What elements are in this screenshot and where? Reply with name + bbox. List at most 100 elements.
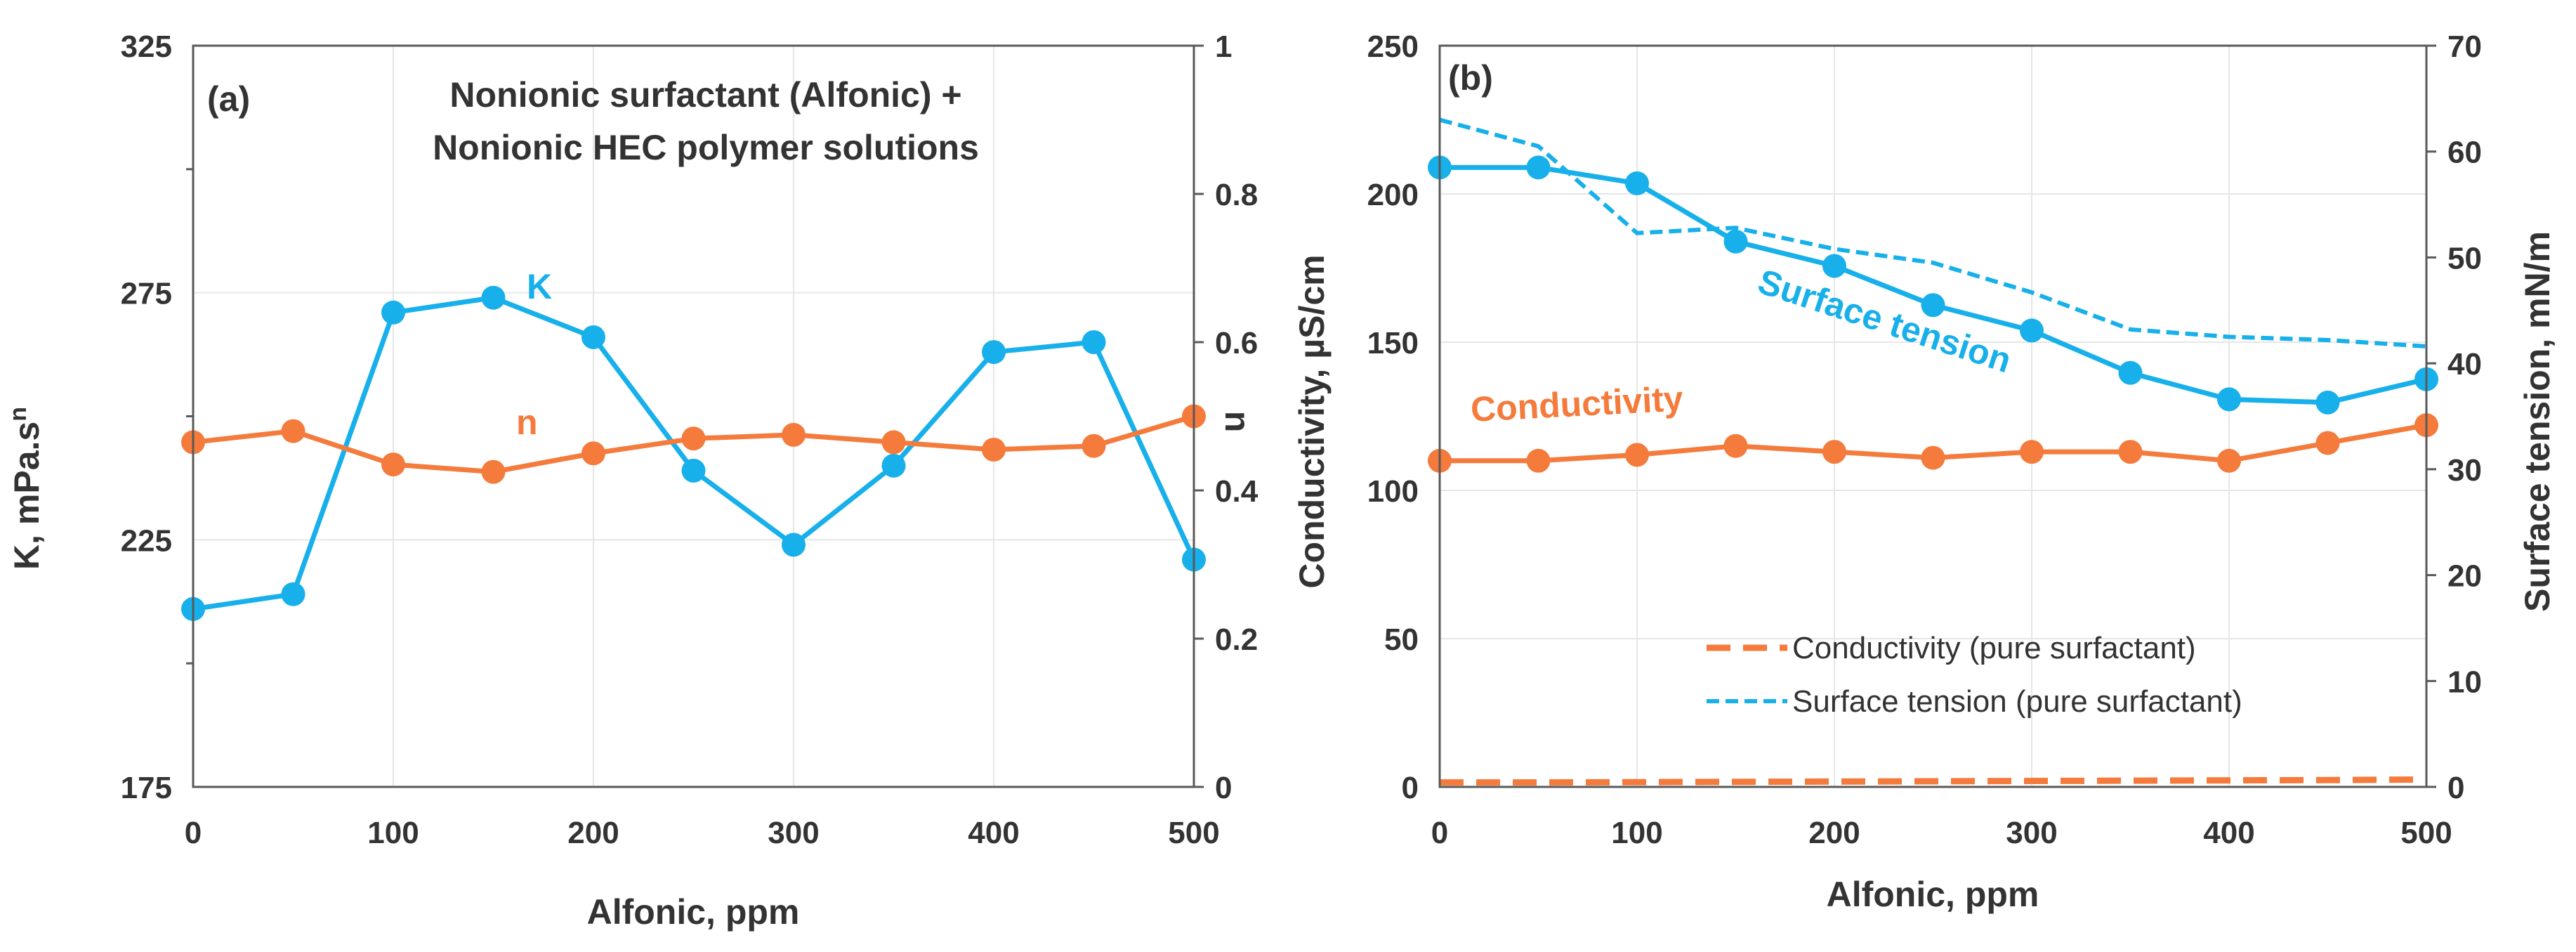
x-tick-label: 500: [2400, 816, 2452, 850]
data-point-n: [481, 459, 506, 484]
data-point-n: [982, 437, 1006, 462]
x-tick-label: 500: [1168, 816, 1219, 850]
x-tick-label: 400: [2203, 816, 2254, 850]
y-right-tick-label: 0: [1215, 771, 1232, 805]
y-right-tick-label: 1: [1215, 30, 1232, 64]
data-point-surface-tension: [2217, 387, 2241, 412]
y-left-tick-label: 150: [1367, 326, 1419, 360]
chart-panel-b: 0 100 200 300 400 500 0 50 100 150 200 250 0 10 20 30…: [1292, 30, 2557, 914]
y-left-tick-label: 325: [121, 30, 172, 64]
x-tick-label: 400: [968, 816, 1019, 850]
annotation-n: n: [516, 403, 538, 442]
x-tick-label: 0: [185, 816, 202, 850]
data-point-k: [782, 533, 806, 557]
data-point-surface-tension: [1723, 229, 1748, 254]
data-point-conductivity: [1723, 433, 1748, 458]
data-point-surface-tension: [1822, 254, 1846, 278]
y-right-tick-label: 0.4: [1215, 474, 1259, 509]
y-right-tick-label: 0.8: [1215, 178, 1258, 212]
series-line-surface-tension-pure-surfactant: [1439, 117, 2427, 349]
y-right-tick-label: 0.6: [1215, 326, 1258, 360]
y-left-ticks-b: 0 50 100 150 200 250: [1367, 30, 1419, 805]
y-right-tick-label: 10: [2447, 665, 2482, 699]
data-point-n: [281, 419, 305, 443]
y-right-tick-label: 70: [2447, 30, 2482, 64]
y-left-tick-label: 175: [121, 771, 172, 805]
x-ticks-b: 0 100 200 300 400 500: [1431, 816, 2452, 850]
data-point-conductivity: [2315, 431, 2340, 455]
data-point-surface-tension: [2020, 318, 2044, 343]
data-point-conductivity: [2118, 440, 2143, 464]
y-right-tick-label: 40: [2447, 347, 2482, 382]
x-ticks-a: 0 100 200 300 400 500: [185, 816, 1220, 850]
data-point-conductivity: [1921, 445, 1945, 470]
chart-panel-a: 0 100 200 300 400 500 175 225 275 325 0 0.2 0.4 0.6…: [5, 30, 1259, 932]
x-tick-label: 200: [567, 816, 619, 850]
data-point-surface-tension: [2118, 360, 2143, 385]
data-point-conductivity: [1625, 443, 1649, 467]
x-tick-label: 100: [1611, 816, 1662, 850]
y-right-tick-label: 60: [2447, 136, 2482, 170]
y-left-tick-label: 225: [121, 523, 172, 558]
y-left-tick-label: 250: [1367, 30, 1419, 64]
y-right-tick-label: 0: [2447, 771, 2464, 805]
y-left-tick-label: 200: [1367, 178, 1419, 212]
data-point-k: [281, 582, 305, 606]
x-tick-label: 100: [367, 816, 419, 850]
y-right-ticks-a: 0 0.2 0.4 0.6 0.8 1: [1194, 30, 1259, 805]
data-point-k: [681, 458, 706, 483]
data-point-k: [982, 340, 1006, 365]
y-right-axis-title-b: Surface tension, mN/m: [2518, 231, 2557, 612]
data-point-n: [681, 426, 706, 451]
data-point-n: [881, 430, 906, 455]
data-point-n: [782, 422, 806, 447]
y-left-tick-label: 50: [1384, 622, 1419, 657]
y-left-axis-title-b: Conductivity, µS/cm: [1292, 254, 1332, 588]
chart-title-a-line2: Nonionic HEC polymer solutions: [433, 128, 979, 167]
data-point-k: [581, 325, 605, 349]
x-axis-title-a: Alfonic, ppm: [587, 892, 800, 932]
x-tick-label: 200: [1808, 816, 1860, 850]
x-tick-label: 300: [768, 816, 819, 850]
annotation-surface-tension: Surface tension: [1754, 261, 2016, 380]
y-right-tick-label: 30: [2447, 453, 2482, 488]
series-line-conductivity-pure-surfactant: [1440, 776, 2427, 786]
series-a: [181, 285, 1206, 621]
y-left-axis-title-a-sup: n: [5, 407, 32, 422]
data-point-conductivity: [2020, 440, 2044, 464]
x-axis-title-b: Alfonic, ppm: [1827, 875, 2039, 914]
panel-label-b: (b): [1448, 58, 1493, 98]
y-left-ticks-a: 175 225 275 325: [121, 30, 193, 805]
chart-title-a-line1: Nonionic surfactant (Alfonic) +: [449, 75, 961, 115]
data-point-n: [1082, 433, 1106, 458]
data-point-k: [381, 300, 405, 325]
data-point-surface-tension: [1625, 171, 1649, 195]
legend-label-conductivity-pure: Conductivity (pure surfactant): [1792, 631, 2196, 665]
y-left-tick-label: 275: [121, 277, 172, 311]
y-right-axis-title-a: n: [1218, 411, 1257, 433]
y-left-tick-label: 0: [1402, 771, 1419, 805]
y-left-tick-label: 100: [1367, 474, 1419, 509]
panel-label-a: (a): [207, 79, 250, 119]
data-point-conductivity: [1822, 440, 1846, 464]
x-tick-label: 0: [1431, 816, 1448, 850]
series-b: [1428, 117, 2438, 786]
data-point-n: [381, 452, 405, 477]
legend-label-surface-tension-pure: Surface tension (pure surfactant): [1792, 684, 2242, 719]
y-left-axis-title-a: K, mPa.sn: [5, 407, 46, 570]
data-point-n: [581, 441, 605, 466]
data-point-k: [1082, 330, 1106, 354]
y-right-tick-label: 0.2: [1215, 622, 1258, 657]
y-right-tick-label: 50: [2447, 241, 2482, 275]
x-tick-label: 300: [2006, 816, 2057, 850]
data-point-conductivity: [2217, 448, 2241, 473]
series-line-k: [192, 295, 1197, 612]
legend: Conductivity (pure surfactant) Surface t…: [1707, 631, 2242, 719]
data-point-surface-tension: [1526, 155, 1551, 180]
data-point-surface-tension: [1921, 293, 1945, 318]
y-right-ticks-b: 0 10 20 30 40 50 60 70: [2426, 30, 2482, 805]
data-point-surface-tension: [2315, 390, 2340, 415]
data-point-k: [881, 453, 906, 478]
series-line-surface-tension: [1440, 164, 2427, 405]
